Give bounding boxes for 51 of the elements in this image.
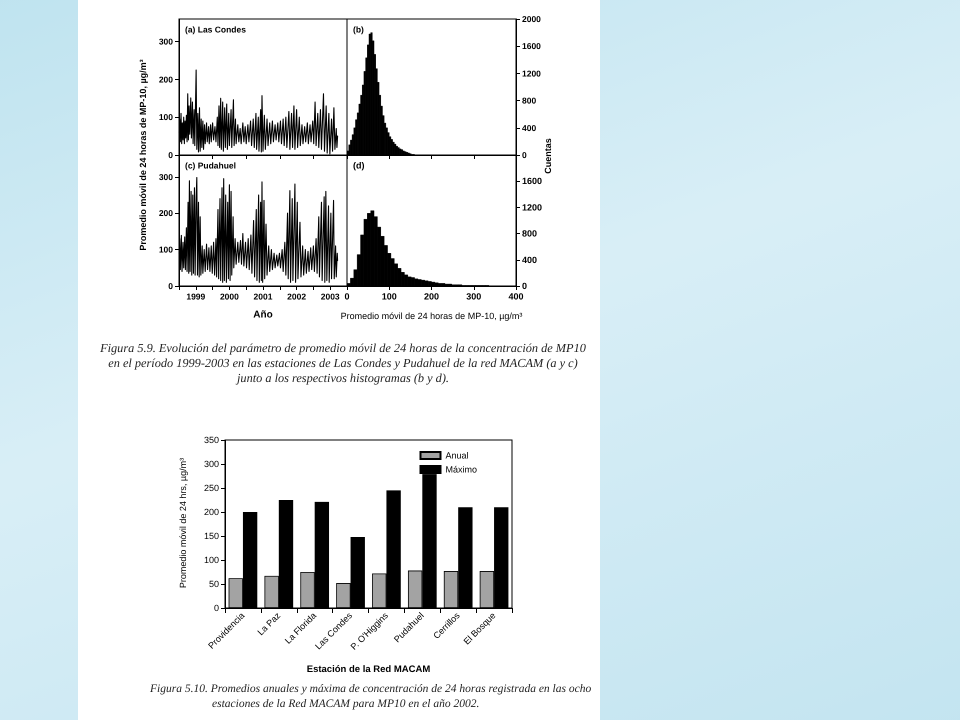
y-axis-title: Cuentas — [543, 138, 553, 174]
x-tick-label: 0 — [344, 292, 350, 302]
text: Figura 5.9. Evolución del parámetro de promedio móvil de 24 horas de la concentración de MP10 en el período 1999-2003 en las estaciones de Las Condes y Pudahuel de la red MACAM (a y c) junto a los respectivos histogramas (b y d). — [99, 341, 587, 386]
y-tick-label: 200 — [204, 507, 219, 517]
y-tick-label: 100 — [204, 555, 219, 565]
y-tick-label: 150 — [204, 531, 219, 541]
y-tick-label: 0 — [522, 150, 527, 160]
x-axis-title: Año — [253, 310, 273, 320]
x-tick-label: 200 — [424, 292, 440, 302]
annotation: (c) Pudahuel — [185, 160, 236, 170]
x-tick-label: 2002 — [287, 292, 306, 302]
y-axis-title: Promedio móvil de 24 horas de MP-10, µg/m³ — [138, 59, 148, 251]
annotation: (d) — [353, 160, 364, 170]
y-tick-label: 400 — [522, 122, 536, 133]
legend-label: Máximo — [445, 464, 478, 474]
y-tick-label: 200 — [158, 208, 174, 218]
y-tick-label: 1200 — [522, 202, 542, 212]
x-axis-title: Estación de la Red MACAM — [306, 664, 430, 675]
y-tick-label: 100 — [158, 244, 174, 255]
y-tick-label: 250 — [204, 483, 219, 493]
annotation: (b) — [353, 24, 364, 34]
y-tick-label: 0 — [522, 281, 528, 291]
y-tick-label: 800 — [522, 228, 538, 239]
y-tick-label: 350 — [204, 435, 219, 445]
y-tick-label: 200 — [158, 74, 174, 84]
y-tick-label: 1600 — [522, 176, 542, 186]
y-tick-label: 1600 — [522, 41, 542, 52]
y-tick-label: 0 — [168, 150, 174, 160]
y-tick-label: 50 — [208, 579, 219, 589]
legend-label: Anual — [445, 450, 469, 460]
annotation: (a) Las Condes — [185, 24, 246, 34]
text: Figura 5.10. Promedios anuales y máxima de concentración de 24 horas registrada en las ocho estaciones de la Red MACAM para MP10 en el año 2002. — [150, 682, 592, 712]
y-axis-title: Promedio móvil de 24 hrs, µg/m³ — [178, 458, 188, 588]
y-tick-label: 300 — [158, 172, 174, 182]
y-tick-label: 300 — [204, 459, 219, 469]
x-tick-label: 300 — [466, 292, 482, 302]
x-axis-title: Promedio móvil de 24 horas de MP-10, µg/m³ — [340, 311, 522, 321]
x-tick-label: 100 — [382, 292, 397, 302]
y-tick-label: 2000 — [522, 14, 542, 24]
y-tick-label: 300 — [158, 36, 174, 47]
y-tick-label: 0 — [214, 603, 219, 613]
y-tick-label: 800 — [522, 96, 536, 106]
y-tick-label: 0 — [168, 281, 174, 291]
x-tick-label: La Paz — [255, 610, 283, 638]
x-tick-label: 2003 — [320, 292, 340, 302]
x-tick-label: 1999 — [186, 292, 206, 302]
x-tick-label: 2000 — [220, 292, 240, 302]
y-tick-label: 1200 — [522, 68, 542, 78]
y-tick-label: 400 — [522, 254, 538, 265]
x-tick-label: 2001 — [254, 292, 273, 302]
y-tick-label: 100 — [158, 112, 174, 122]
